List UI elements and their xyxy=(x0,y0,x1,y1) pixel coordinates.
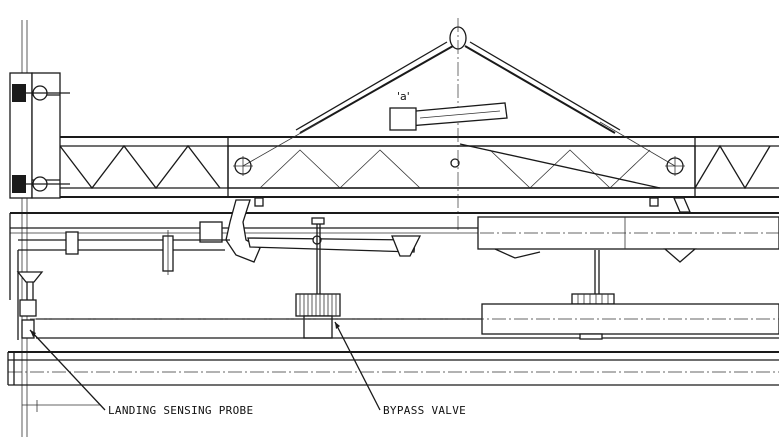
upper-bolt-icon xyxy=(12,84,70,102)
detail-a-arm: 'a' xyxy=(389,90,508,131)
landing-probe xyxy=(16,250,44,340)
lifting-sling xyxy=(242,18,676,230)
right-linkage xyxy=(494,197,697,294)
base-rails xyxy=(7,351,779,386)
lower-rail-beam xyxy=(30,303,779,340)
probe-head-icon xyxy=(19,299,37,317)
right-weight xyxy=(571,293,615,305)
leader-lines xyxy=(22,321,381,412)
landing-probe-label: LANDING SENSING PROBE xyxy=(108,404,253,417)
upper-rail-beam xyxy=(9,212,779,300)
hook-latch xyxy=(18,199,261,275)
bypass-valve xyxy=(295,293,341,339)
actuating-lever xyxy=(247,217,422,295)
spreader-frame xyxy=(227,143,696,207)
valve-knurl-icon xyxy=(299,294,337,316)
detail-a-label: 'a' xyxy=(397,90,410,103)
bypass-valve-label: BYPASS VALVE xyxy=(383,404,466,417)
left-bracket xyxy=(9,72,70,199)
lower-bolt-icon xyxy=(12,175,70,193)
